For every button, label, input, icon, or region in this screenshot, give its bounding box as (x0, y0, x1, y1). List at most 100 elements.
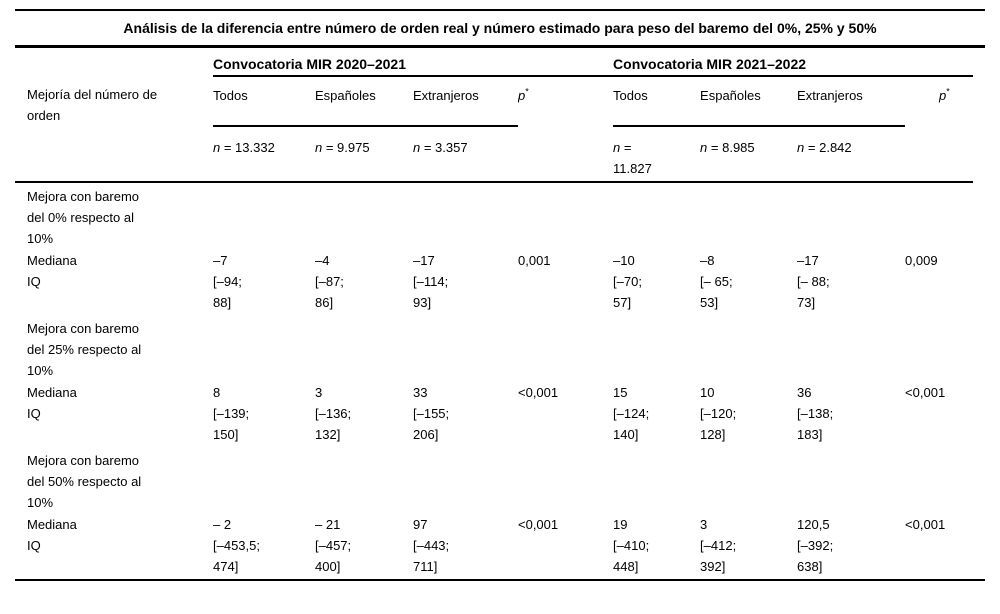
table-container: Análisis de la diferencia entre número d… (15, 9, 985, 581)
section-header-row-50pct: Mejora con baremo del 50% respecto al 10… (15, 447, 973, 513)
n-value: = 3.357 (420, 140, 468, 155)
col-header-extranjeros-g1: Extranjeros (413, 76, 518, 127)
value-cell: 8 (213, 385, 221, 400)
empty-cell (905, 315, 973, 381)
section-header-row-0pct: Mejora con baremo del 0% respecto al 10% (15, 182, 973, 249)
n-symbol: n (213, 140, 221, 155)
value-cell: 33 (413, 385, 428, 400)
iq-cell: [–138; 183] (797, 406, 834, 442)
iq-cell: [–70; 57] (613, 274, 642, 310)
n-symbol: n (613, 140, 621, 155)
group-title: Convocatoria MIR 2020–2021 (213, 56, 406, 72)
value-cell: 10 (700, 385, 715, 400)
iq-cell: [–124; 140] (613, 406, 650, 442)
value-cell: –10 (613, 253, 635, 268)
value-cell: –17 (797, 253, 819, 268)
n-cell-todos-g2: n = 11.827 (613, 126, 701, 183)
p-value-cell: <0,001 (905, 385, 946, 400)
iq-cell: [–410; 448] (613, 538, 650, 574)
empty-cell (213, 447, 315, 513)
col-header-todos-g2: Todos (613, 76, 701, 127)
value-cell: – 2 (213, 517, 232, 532)
iq-cell: [–139; 150] (213, 406, 250, 442)
n-symbol: n (797, 140, 805, 155)
iq-cell: [–120; 128] (700, 406, 737, 442)
row-label-iq: IQ (27, 538, 41, 553)
p-asterisk: * (946, 86, 950, 97)
value-cell: 120,5 (797, 517, 830, 532)
value-cell: 36 (797, 385, 812, 400)
empty-cell (905, 447, 973, 513)
col-header-p-g2: p* (905, 76, 973, 126)
empty-cell (518, 447, 613, 513)
empty-cell (905, 535, 973, 579)
n-cell-extranjeros-g2: n = 2.842 (797, 126, 906, 183)
value-cell: –17 (413, 253, 435, 268)
empty-cell (518, 535, 613, 579)
group-header-row: Convocatoria MIR 2020–2021 Convocatoria … (15, 48, 974, 77)
empty-cell (518, 271, 613, 315)
mediana-row-50pct: Mediana – 2 – 21 97 <0,001 19 3 120,5 <0… (15, 513, 973, 535)
iq-cell: [–94; 88] (213, 274, 242, 310)
mediana-row-0pct: Mediana –7 –4 –17 0,001 –10 –8 –17 0,009 (15, 249, 973, 271)
empty-cell (797, 182, 905, 249)
iq-row-0pct: IQ [–94; 88] [–87; 86] [–114; 93] [–70; … (15, 271, 973, 315)
value-cell: –8 (700, 253, 715, 268)
row-label-iq: IQ (27, 406, 41, 421)
empty-cell (15, 126, 213, 183)
iq-cell: [– 88; 73] (797, 274, 830, 310)
n-cell-todos-g1: n = 13.332 (213, 126, 315, 183)
empty-cell (315, 447, 413, 513)
col-header-espanoles-g1: Españoles (315, 76, 413, 127)
row-label-mediana: Mediana (27, 385, 77, 400)
n-symbol: n (700, 140, 708, 155)
iq-cell: [–114; 93] (413, 274, 449, 310)
empty-cell (213, 315, 315, 381)
iq-cell: [–412; 392] (700, 538, 737, 574)
empty-cell (700, 315, 797, 381)
empty-cell (518, 126, 614, 183)
section-header-row-25pct: Mejora con baremo del 25% respecto al 10… (15, 315, 973, 381)
empty-cell (518, 315, 613, 381)
n-value: = 8.985 (707, 140, 755, 155)
iq-cell: [– 65; 53] (700, 274, 733, 310)
title-divider-rule (15, 45, 985, 48)
empty-cell (613, 182, 700, 249)
section-label: Mejora con baremo del 50% respecto al 10… (27, 453, 142, 510)
row-label-iq: IQ (27, 274, 41, 289)
n-cell-extranjeros-g1: n = 3.357 (413, 126, 518, 183)
value-cell: 3 (700, 517, 708, 532)
data-table: Convocatoria MIR 2020–2021 Convocatoria … (15, 48, 974, 579)
p-value-cell: 0,009 (905, 253, 938, 268)
empty-cell (905, 271, 973, 315)
section-label: Mejora con baremo del 25% respecto al 10… (27, 321, 142, 378)
empty-cell (413, 447, 518, 513)
stub-header: Mejoría del número de orden (27, 87, 158, 123)
empty-cell (797, 447, 905, 513)
n-value: = 9.975 (322, 140, 370, 155)
value-cell: –7 (213, 253, 228, 268)
section-label: Mejora con baremo del 0% respecto al 10% (27, 189, 139, 246)
iq-cell: [–87; 86] (315, 274, 344, 310)
n-cell-espanoles-g1: n = 9.975 (315, 126, 413, 183)
n-cell-espanoles-g2: n = 8.985 (700, 126, 798, 183)
mediana-row-25pct: Mediana 8 3 33 <0,001 15 10 36 <0,001 (15, 381, 973, 403)
iq-row-50pct: IQ [–453,5; 474] [–457; 400] [–443; 711]… (15, 535, 973, 579)
empty-cell (518, 403, 613, 447)
sample-size-row: n = 13.332 n = 9.975 n = 3.357 n = 11.82… (15, 126, 974, 183)
n-value: = 13.332 (220, 140, 275, 155)
iq-cell: [–155; 206] (413, 406, 450, 442)
column-header-row: Mejoría del número de orden Todos Españo… (15, 76, 973, 127)
p-label: p (939, 88, 947, 103)
empty-cell (315, 182, 413, 249)
empty-cell (905, 182, 973, 249)
col-header-todos-g1: Todos (213, 76, 315, 127)
n-symbol: n (413, 140, 421, 155)
n-symbol: n (315, 140, 323, 155)
iq-cell: [–457; 400] (315, 538, 352, 574)
p-value-cell: 0,001 (518, 253, 551, 268)
p-asterisk: * (525, 86, 529, 97)
iq-row-25pct: IQ [–139; 150] [–136; 132] [–155; 206] [… (15, 403, 973, 447)
group-header-2020-2021: Convocatoria MIR 2020–2021 (213, 48, 614, 77)
p-label: p (518, 88, 526, 103)
